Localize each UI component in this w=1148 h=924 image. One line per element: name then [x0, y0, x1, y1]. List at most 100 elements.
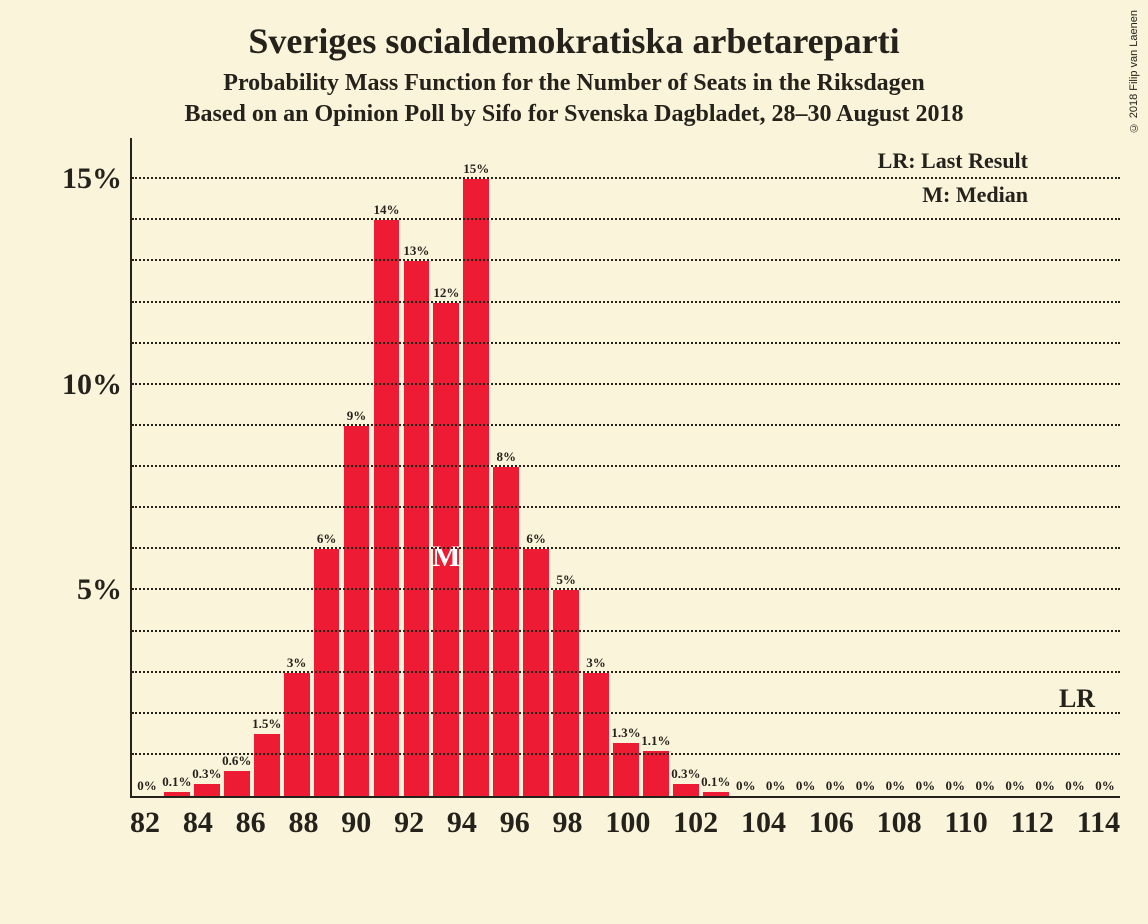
bar: 15% [463, 179, 489, 796]
bar-slot: 0% [940, 138, 970, 796]
bar-value-label: 6% [526, 531, 546, 547]
gridline-minor [132, 712, 1120, 714]
chart-container: © 2018 Filip van Laenen Sveriges sociald… [0, 0, 1148, 924]
xtick-label [371, 806, 394, 840]
xtick-label: 104 [741, 806, 786, 840]
chart-subtitle-2: Based on an Opinion Poll by Sifo for Sve… [40, 101, 1108, 128]
ytick-label: 5% [77, 573, 122, 607]
bar-slot: 0.3% [671, 138, 701, 796]
bar: 0.6% [224, 771, 250, 796]
gridline-minor [132, 465, 1120, 467]
bar-value-label: 3% [287, 655, 307, 671]
bar: 0.3% [673, 784, 699, 796]
chart-area: LR: Last Result M: Median 0%0.1%0.3%0.6%… [130, 138, 1078, 840]
xtick-label [477, 806, 500, 840]
bar-value-label: 1.1% [641, 733, 670, 749]
bar-slot: 0% [731, 138, 761, 796]
chart-subtitle-1: Probability Mass Function for the Number… [40, 70, 1108, 97]
gridline-major [132, 383, 1120, 385]
bar-value-label: 15% [463, 161, 489, 177]
bar-slot: 0.1% [701, 138, 731, 796]
bar-value-label: 0.3% [192, 766, 221, 782]
gridline-minor [132, 506, 1120, 508]
bar-value-label: 0% [975, 778, 995, 794]
x-axis: 82 84 86 88 90 92 94 96 98 100 102 104 1… [130, 806, 1120, 840]
xtick-label [988, 806, 1011, 840]
bar: 0.3% [194, 784, 220, 796]
bar-value-label: 0% [826, 778, 846, 794]
xtick-label: 88 [288, 806, 318, 840]
last-result-marker: LR [1059, 684, 1095, 714]
bar-slot: 0% [1030, 138, 1060, 796]
bar-slot: 14% [372, 138, 402, 796]
bar-value-label: 0% [1065, 778, 1085, 794]
bar: 0.1% [703, 792, 729, 796]
bar-value-label: 0% [796, 778, 816, 794]
bar-slot: 1.3% [611, 138, 641, 796]
xtick-label: 110 [944, 806, 987, 840]
gridline-minor [132, 753, 1120, 755]
xtick-label: 100 [605, 806, 650, 840]
bar: 1.1% [643, 751, 669, 796]
bar-slot: 0% [821, 138, 851, 796]
bar-value-label: 3% [586, 655, 606, 671]
xtick-label [583, 806, 606, 840]
bar-value-label: 13% [403, 243, 429, 259]
median-marker: M [432, 540, 460, 574]
bar-slot: 9% [342, 138, 372, 796]
bar-slot: 15% [461, 138, 491, 796]
xtick-label: 112 [1011, 806, 1054, 840]
bar: 6% [523, 549, 549, 796]
bar: 12%M [433, 303, 459, 797]
bar-value-label: 0% [886, 778, 906, 794]
xtick-label: 98 [553, 806, 583, 840]
gridline-minor [132, 218, 1120, 220]
xtick-label: 102 [673, 806, 718, 840]
bar-value-label: 0% [1095, 778, 1115, 794]
xtick-label: 106 [809, 806, 854, 840]
bar-value-label: 12% [433, 285, 459, 301]
bar-value-label: 0% [766, 778, 786, 794]
bar: 0.1% [164, 792, 190, 796]
bar: 3% [284, 673, 310, 796]
bar-value-label: 0% [736, 778, 756, 794]
bar-value-label: 0.1% [162, 774, 191, 790]
bar-slot: 0% [880, 138, 910, 796]
bar-value-label: 0.3% [671, 766, 700, 782]
bar: 6% [314, 549, 340, 796]
xtick-label: 96 [500, 806, 530, 840]
bar-slot: 6% [521, 138, 551, 796]
gridline-major [132, 588, 1120, 590]
bar-value-label: 8% [496, 449, 516, 465]
bar-slot: 1.5% [252, 138, 282, 796]
bar-value-label: 6% [317, 531, 337, 547]
xtick-label: 84 [183, 806, 213, 840]
bars-group: 0%0.1%0.3%0.6%1.5%3%6%9%14%13%12%M15%8%6… [132, 138, 1120, 796]
bar: 14% [374, 220, 400, 796]
bar-slot: 13% [401, 138, 431, 796]
bar-slot: 6% [312, 138, 342, 796]
gridline-minor [132, 259, 1120, 261]
bar-value-label: 0% [137, 778, 157, 794]
chart-title: Sveriges socialdemokratiska arbetarepart… [40, 20, 1108, 62]
bar: 8% [493, 467, 519, 796]
xtick-label [650, 806, 673, 840]
bar-value-label: 9% [347, 408, 367, 424]
bar-slot: 0% [132, 138, 162, 796]
copyright-text: © 2018 Filip van Laenen [1128, 10, 1140, 133]
xtick-label: 90 [341, 806, 371, 840]
xtick-label: 94 [447, 806, 477, 840]
xtick-label [1054, 806, 1077, 840]
bar-value-label: 0% [1035, 778, 1055, 794]
bar-value-label: 14% [373, 202, 399, 218]
gridline-minor [132, 671, 1120, 673]
bar: 1.3% [613, 743, 639, 796]
xtick-label: 108 [877, 806, 922, 840]
bar-slot: 5% [551, 138, 581, 796]
bar: 5% [553, 590, 579, 796]
xtick-label: 82 [130, 806, 160, 840]
bar-value-label: 5% [556, 572, 576, 588]
bar-value-label: 1.3% [611, 725, 640, 741]
xtick-label [786, 806, 809, 840]
bar-slot: 3% [581, 138, 611, 796]
